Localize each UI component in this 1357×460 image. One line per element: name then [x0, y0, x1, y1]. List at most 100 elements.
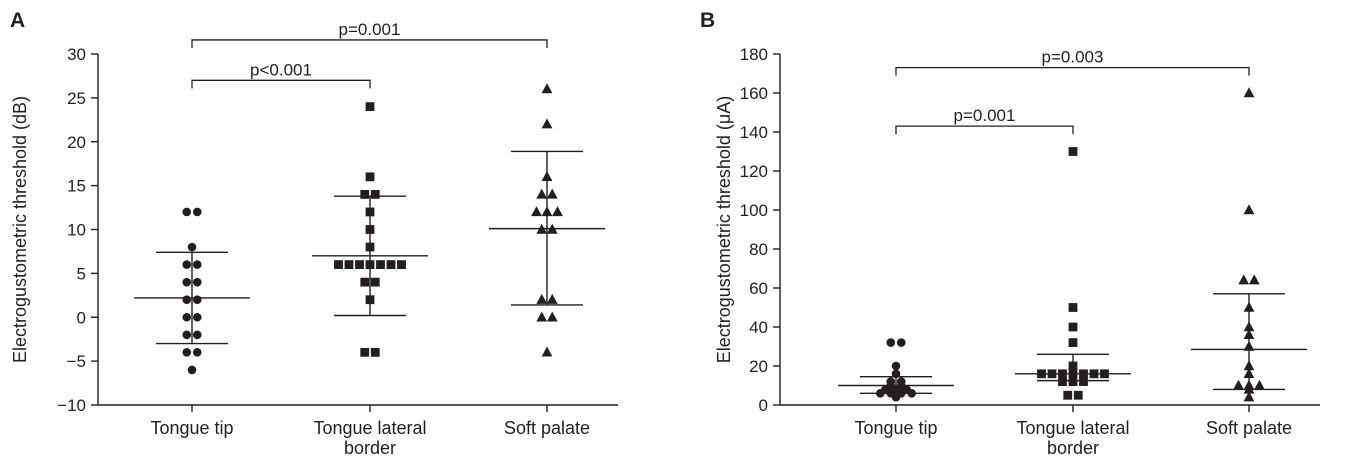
data-point	[1254, 379, 1265, 390]
data-point	[546, 188, 558, 199]
y-tick-label: −5	[67, 352, 86, 371]
y-tick-label: 30	[67, 45, 86, 64]
series-triangle	[489, 83, 605, 357]
data-point	[1068, 338, 1078, 347]
x-category-label: Soft palate	[504, 418, 590, 438]
data-point	[536, 293, 548, 304]
y-axis-title: Electrogustometric threshold (dB)	[10, 96, 30, 363]
y-tick-label: 80	[749, 240, 768, 259]
y-tick-label: 20	[749, 357, 768, 376]
data-point	[376, 260, 385, 269]
data-point	[370, 277, 380, 287]
x-category-label: border	[344, 438, 396, 458]
y-tick-label: 25	[67, 89, 86, 108]
data-point	[546, 293, 558, 304]
y-tick-label: 20	[67, 133, 86, 152]
significance-bracket	[895, 125, 1074, 135]
data-point	[1243, 391, 1255, 402]
data-point	[1073, 390, 1083, 400]
series-square	[312, 102, 428, 357]
x-category-label: border	[1047, 438, 1099, 458]
data-point	[552, 206, 563, 217]
panel-a: A −10 −5 0 5 10 15 20 25 30 Electrogustometric thr…	[10, 9, 618, 458]
data-point	[344, 260, 354, 269]
data-point	[182, 207, 192, 217]
y-tick-label: 0	[77, 308, 86, 327]
y-tick-label: 100	[740, 201, 768, 220]
x-category-label: Soft palate	[1206, 418, 1292, 438]
significance-bracket	[191, 79, 371, 89]
x-category-label: Tongue tip	[150, 418, 233, 438]
data-point	[1068, 377, 1078, 386]
data-point	[182, 330, 192, 340]
data-point	[365, 172, 375, 182]
significance-bracket	[895, 67, 1250, 76]
significance-bracket	[191, 39, 548, 48]
data-point	[1233, 379, 1244, 390]
data-point	[1063, 390, 1073, 400]
data-point	[1058, 377, 1067, 386]
data-point	[541, 118, 553, 129]
p-value-label: p=0.001	[339, 20, 401, 39]
y-tick-label: 0	[759, 396, 768, 415]
data-point	[1248, 274, 1260, 285]
data-point	[187, 242, 197, 252]
data-point	[182, 348, 192, 357]
data-point	[546, 311, 558, 322]
data-point	[182, 260, 192, 269]
x-category-label: Tongue lateral	[313, 418, 426, 438]
data-point	[1068, 322, 1078, 332]
data-point	[1068, 147, 1078, 156]
data-point	[370, 347, 380, 357]
data-point	[370, 190, 380, 199]
y-tick-label: −10	[57, 396, 86, 415]
data-point	[1243, 204, 1255, 215]
data-point	[192, 348, 202, 357]
data-point	[182, 277, 192, 287]
data-point	[192, 260, 202, 269]
data-point	[182, 295, 192, 305]
panel-label: A	[10, 9, 25, 32]
data-point	[1243, 87, 1255, 98]
y-tick-label: 60	[749, 279, 768, 298]
data-point	[360, 347, 370, 357]
data-point	[360, 277, 370, 287]
y-tick-label: 160	[740, 84, 768, 103]
y-tick-label: 5	[77, 264, 86, 283]
series-circle	[838, 338, 954, 402]
data-point	[360, 190, 370, 199]
data-point	[896, 338, 906, 347]
series-triangle	[1191, 87, 1307, 402]
y-tick-label: 140	[740, 123, 768, 142]
data-point	[541, 346, 553, 357]
panel-b: B 0 20 40 60 80 100 120 140 160 180 Electrogustomet…	[700, 9, 1320, 458]
data-point	[1079, 377, 1088, 386]
y-tick-label: 180	[740, 45, 768, 64]
data-point	[192, 207, 202, 217]
p-value-label: p=0.001	[954, 106, 1016, 125]
y-tick-label: 15	[67, 177, 86, 196]
y-tick-label: 40	[749, 318, 768, 337]
data-point	[334, 260, 343, 269]
data-point	[1238, 274, 1250, 285]
data-point	[192, 295, 202, 305]
data-point	[365, 102, 375, 112]
x-category-label: Tongue lateral	[1016, 418, 1129, 438]
series-circle	[134, 207, 250, 375]
data-point	[531, 206, 542, 217]
data-point	[1068, 303, 1078, 312]
data-point	[536, 311, 548, 322]
p-value-label: p<0.001	[250, 60, 312, 79]
data-point	[397, 260, 406, 269]
x-category-label: Tongue tip	[854, 418, 937, 438]
data-point	[891, 361, 901, 371]
data-point	[891, 369, 901, 379]
panel-label: B	[700, 9, 715, 32]
data-point	[187, 365, 197, 375]
data-point	[192, 312, 202, 322]
y-tick-label: 10	[67, 221, 86, 240]
data-point	[891, 392, 901, 402]
y-axis-title: Electrogustometric threshold (μA)	[714, 96, 734, 363]
data-point	[886, 338, 896, 347]
